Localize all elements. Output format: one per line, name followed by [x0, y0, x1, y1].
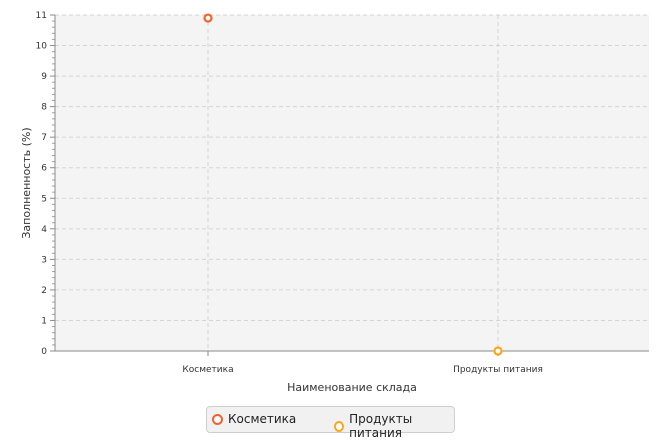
plot-background	[55, 15, 649, 351]
y-tick-label: 11	[36, 11, 47, 21]
legend-marker-cosmetics	[212, 413, 223, 425]
data-point	[493, 346, 503, 356]
y-tick-label: 0	[41, 347, 47, 357]
x-axis: Косметика Продукты питания	[55, 350, 649, 375]
legend-label-cosmetics: Косметика	[228, 412, 297, 426]
legend-label-food: Продукты питания	[349, 412, 413, 440]
x-axis-title: Наименование склада	[287, 381, 417, 394]
legend-item-food[interactable]: Продукты питания	[334, 412, 454, 440]
data-points	[203, 13, 503, 356]
legend: Косметика Продукты питания	[206, 406, 455, 440]
y-tick-label: 3	[41, 255, 47, 265]
y-tick-label: 6	[41, 164, 47, 174]
legend-item-cosmetics[interactable]: Косметика	[212, 412, 296, 426]
y-tick-label: 8	[41, 103, 47, 113]
y-tick-label: 1	[41, 316, 47, 326]
y-tick-label: 7	[41, 133, 47, 143]
y-axis-title: Заполненность (%)	[20, 127, 33, 238]
x-tick-label: Продукты питания	[453, 365, 543, 375]
x-tick-label: Косметика	[182, 365, 233, 375]
legend-marker-food	[334, 420, 345, 432]
y-axis: 0 1 2 3 4 5 6 7 8 9 10 11	[36, 11, 56, 357]
y-tick-label: 5	[41, 194, 47, 204]
data-point	[203, 13, 213, 23]
grid-lines	[55, 14, 649, 351]
y-tick-label: 10	[36, 42, 48, 52]
y-tick-label: 2	[41, 286, 47, 296]
y-tick-label: 4	[41, 225, 47, 235]
y-tick-label: 9	[41, 72, 47, 82]
